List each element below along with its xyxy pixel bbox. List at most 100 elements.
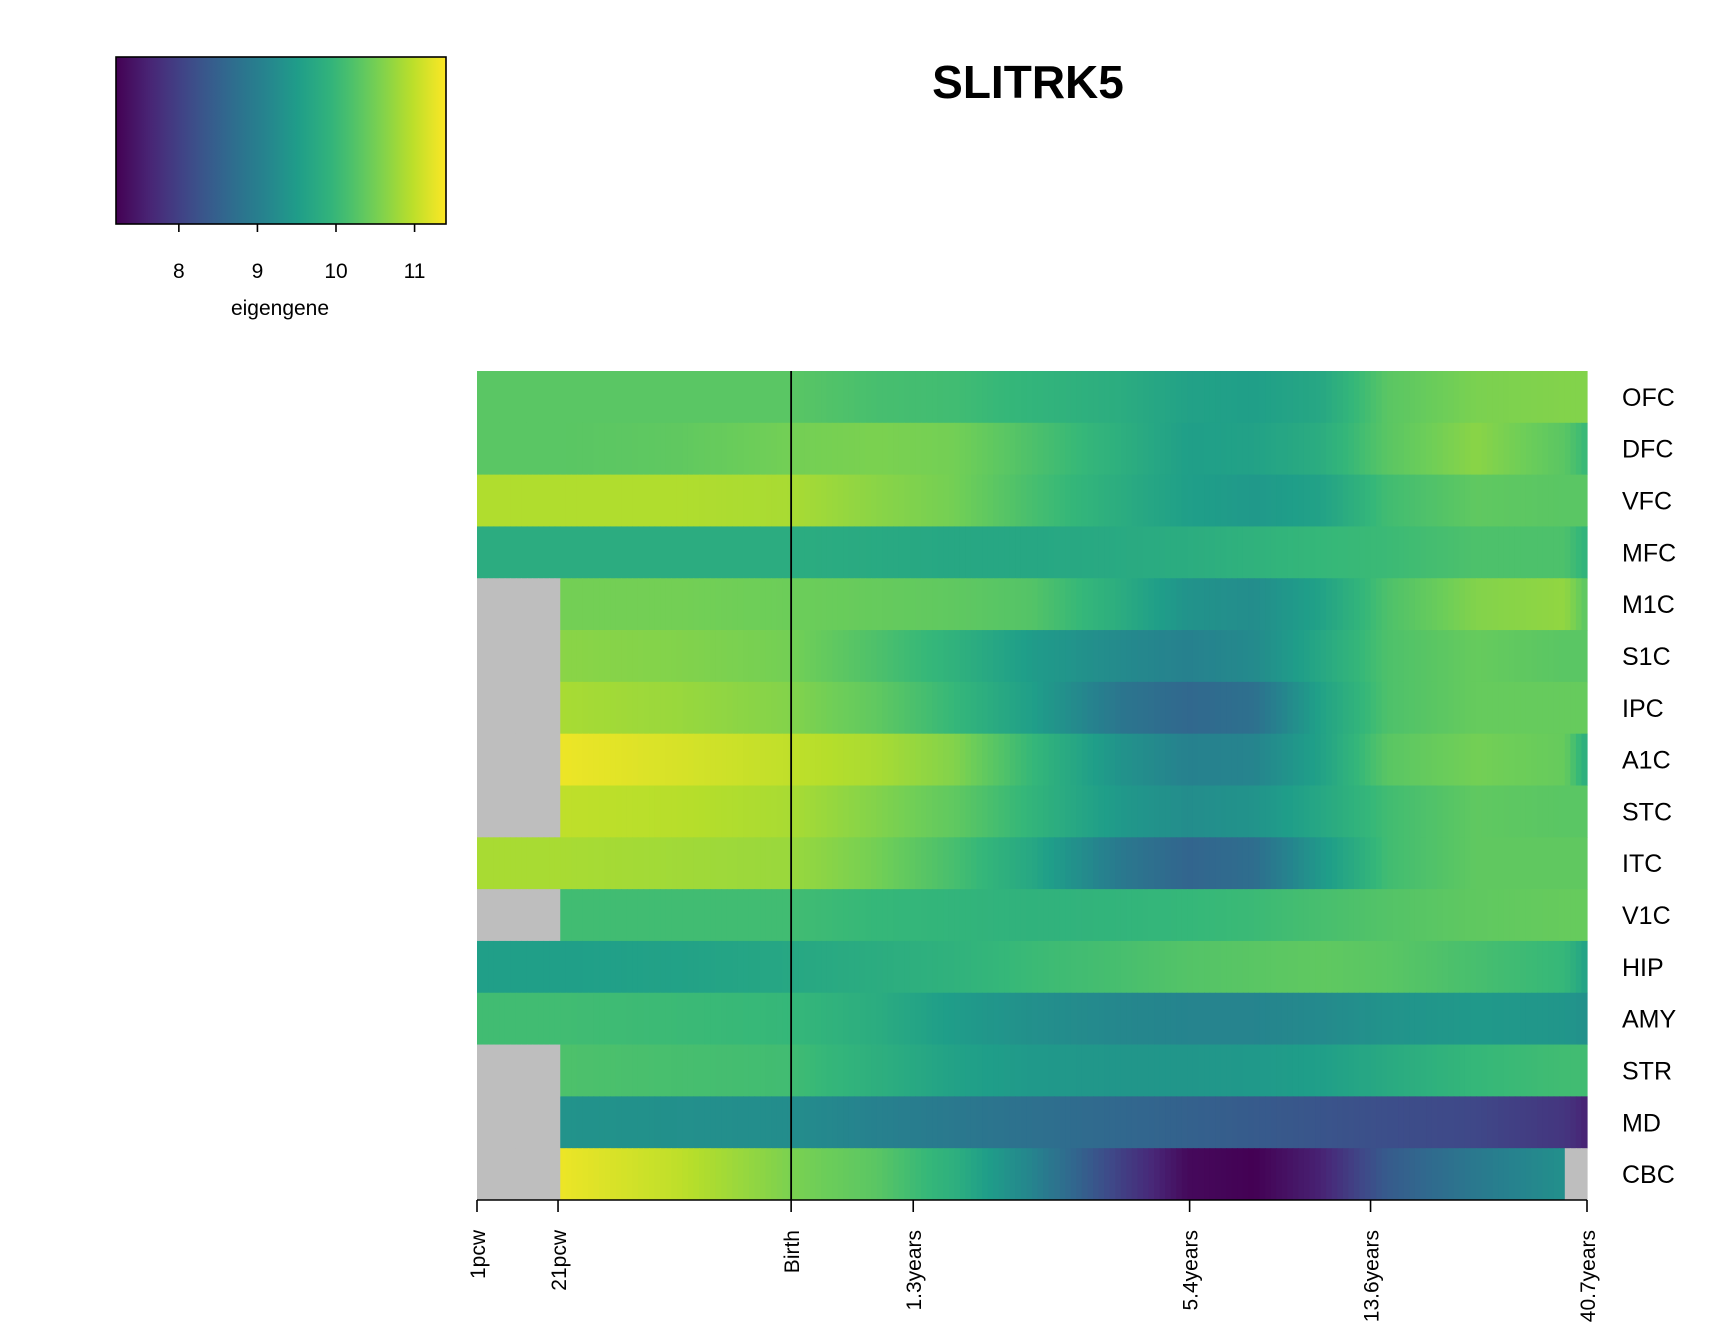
heatmap-cell [554, 630, 561, 683]
heatmap-cell [1487, 630, 1494, 683]
heatmap-cell [1303, 630, 1311, 683]
heatmap-cell [859, 733, 867, 786]
heatmap-cell [1098, 1148, 1105, 1201]
heatmap-row-dfc [477, 422, 1588, 476]
heatmap-cell [1514, 992, 1521, 1045]
heatmap-cell [837, 1148, 844, 1201]
heatmap-cell [1376, 681, 1383, 735]
heatmap-cell [904, 837, 911, 890]
heatmap-cell [526, 371, 534, 424]
heatmap-cell [993, 630, 1000, 683]
heatmap-cell [1009, 1096, 1016, 1149]
heatmap-cell [1537, 837, 1544, 890]
heatmap-cell [560, 422, 567, 476]
heatmap-cell [538, 1044, 545, 1097]
heatmap-cell [610, 940, 617, 994]
heatmap-cell [532, 1096, 539, 1149]
heatmap-cell [1392, 371, 1399, 424]
heatmap-cell [699, 526, 706, 579]
heatmap-cell [1398, 940, 1405, 994]
heatmap-cell [1165, 733, 1172, 786]
heatmap-cell [715, 1096, 722, 1149]
heatmap-cell [976, 371, 983, 424]
heatmap-cell [1254, 681, 1261, 735]
heatmap-cell [565, 837, 572, 890]
heatmap-cell [1492, 1044, 1499, 1097]
heatmap-cell [710, 526, 717, 579]
heatmap-cell [1143, 1044, 1150, 1097]
heatmap-cell [898, 940, 905, 994]
heatmap-cell [1242, 785, 1250, 838]
heatmap-cell [1337, 474, 1344, 527]
heatmap-cell [1004, 578, 1011, 631]
heatmap-cell [693, 526, 700, 579]
heatmap-cell [543, 1044, 550, 1097]
heatmap-cell [1553, 630, 1560, 683]
heatmap-cell [1320, 681, 1327, 735]
heatmap-cell [1081, 1148, 1089, 1201]
heatmap-cell [599, 681, 606, 735]
heatmap-cell [687, 526, 695, 579]
heatmap-cell [1581, 992, 1588, 1045]
heatmap-cell [1359, 578, 1366, 631]
heatmap-cell [1570, 785, 1577, 838]
heatmap-cell [493, 992, 500, 1045]
heatmap-cell [1453, 785, 1460, 838]
heatmap-cell [804, 578, 811, 631]
heatmap-cell [765, 578, 772, 631]
heatmap-cell [810, 785, 817, 838]
heatmap-cell [615, 889, 622, 942]
heatmap-cell [1026, 422, 1033, 476]
heatmap-cell [1326, 940, 1333, 994]
heatmap-cell [1176, 1148, 1183, 1201]
heatmap-cell [1004, 526, 1011, 579]
heatmap-cell [1170, 785, 1177, 838]
heatmap-cell [1165, 526, 1172, 579]
colorbar-tick-label: 9 [252, 260, 264, 283]
heatmap-cell [776, 1096, 783, 1149]
heatmap-cell [710, 992, 717, 1045]
heatmap-cell [549, 526, 556, 579]
heatmap-cell [1331, 940, 1338, 994]
heatmap-cell [482, 474, 489, 527]
heatmap-cell [1059, 1148, 1066, 1201]
heatmap-cell [843, 1044, 850, 1097]
heatmap-cell [1120, 526, 1127, 579]
heatmap-cell [488, 1096, 495, 1149]
heatmap-cell [715, 422, 722, 476]
heatmap-cell [604, 578, 611, 631]
heatmap-cell [1154, 1148, 1161, 1201]
heatmap-cell [987, 785, 994, 838]
heatmap-cell [1420, 889, 1427, 942]
heatmap-cell [1176, 422, 1183, 476]
heatmap-cell [1531, 371, 1538, 424]
heatmap-cell [804, 526, 811, 579]
heatmap-cell [754, 940, 761, 994]
heatmap-cell [1503, 889, 1510, 942]
heatmap-cell [604, 526, 611, 579]
heatmap-cell [1442, 785, 1449, 838]
heatmap-cell [504, 1148, 511, 1201]
heatmap-cell [1059, 526, 1066, 579]
heatmap-cell [1520, 1044, 1527, 1097]
heatmap-cell [1531, 889, 1538, 942]
heatmap-cell [848, 1044, 855, 1097]
heatmap-cell [887, 940, 894, 994]
heatmap-cell [637, 733, 645, 786]
heatmap-cell [1148, 733, 1155, 786]
heatmap-cell [771, 1044, 778, 1097]
heatmap-cell [1176, 889, 1183, 942]
heatmap-cell [588, 371, 595, 424]
heatmap-cell [1115, 837, 1122, 890]
heatmap-cell [1048, 733, 1055, 786]
heatmap-cell [965, 785, 972, 838]
heatmap-cell [1431, 422, 1438, 476]
heatmap-cell [793, 837, 800, 890]
heatmap-cell [1337, 371, 1344, 424]
heatmap-cell [1448, 371, 1455, 424]
heatmap-cell [654, 1148, 661, 1201]
heatmap-cell [1359, 630, 1366, 683]
heatmap-cell [1020, 837, 1028, 890]
heatmap-cell [1015, 526, 1022, 579]
heatmap-cell [1265, 733, 1272, 786]
